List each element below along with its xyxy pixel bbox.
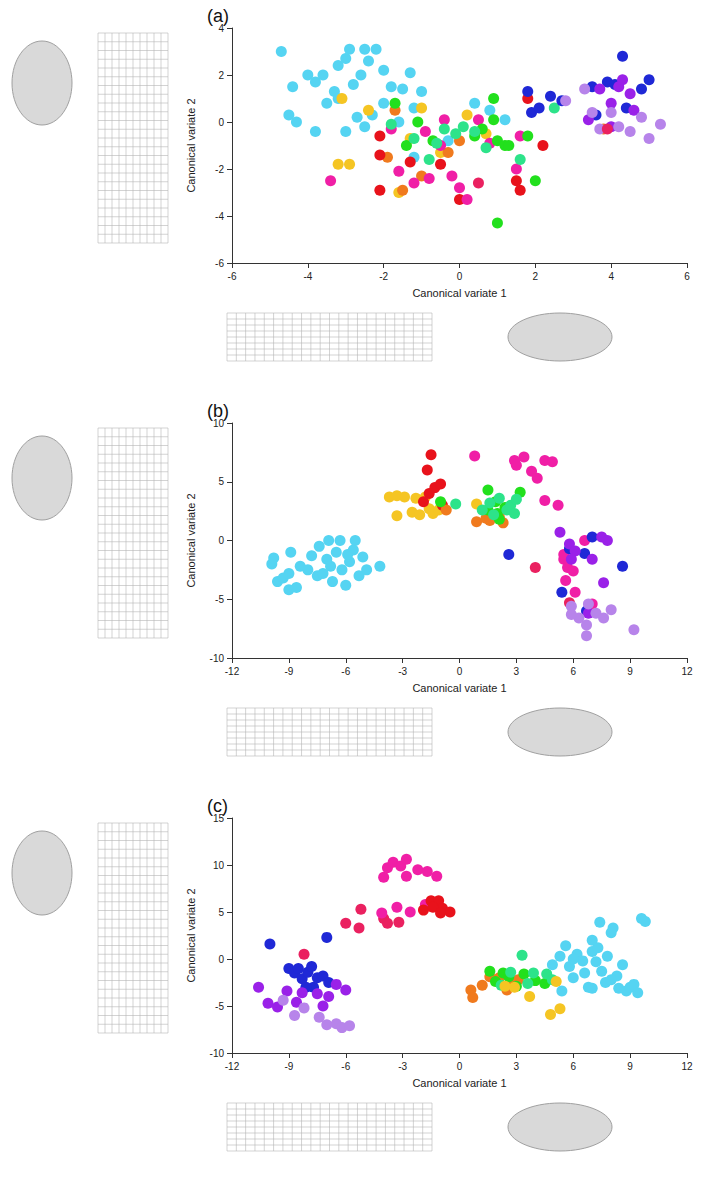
svg-text:Canonical variate 2: Canonical variate 2 bbox=[185, 493, 197, 587]
svg-text:10: 10 bbox=[212, 417, 224, 429]
svg-text:9: 9 bbox=[627, 1061, 633, 1072]
svg-text:2: 2 bbox=[218, 70, 224, 81]
svg-text:15: 15 bbox=[212, 812, 224, 824]
svg-text:0: 0 bbox=[457, 271, 463, 282]
svg-text:-9: -9 bbox=[284, 666, 293, 677]
svg-text:(a): (a) bbox=[207, 6, 229, 26]
svg-text:(c): (c) bbox=[207, 796, 228, 816]
svg-text:-2: -2 bbox=[379, 271, 388, 282]
svg-text:Canonical variate 1: Canonical variate 1 bbox=[412, 287, 506, 299]
svg-text:-12: -12 bbox=[225, 1061, 240, 1072]
svg-text:6: 6 bbox=[570, 1061, 576, 1072]
svg-text:-10: -10 bbox=[210, 1048, 225, 1059]
svg-text:12: 12 bbox=[681, 1061, 693, 1072]
svg-text:0: 0 bbox=[457, 666, 463, 677]
svg-text:2: 2 bbox=[533, 271, 539, 282]
svg-text:-4: -4 bbox=[303, 271, 312, 282]
svg-text:Canonical variate 2: Canonical variate 2 bbox=[185, 98, 197, 192]
svg-text:0: 0 bbox=[218, 954, 224, 965]
svg-text:-4: -4 bbox=[215, 211, 224, 222]
svg-text:-6: -6 bbox=[215, 258, 224, 269]
svg-text:4: 4 bbox=[218, 22, 224, 34]
svg-text:-2: -2 bbox=[215, 164, 224, 175]
svg-text:-6: -6 bbox=[341, 666, 350, 677]
svg-text:9: 9 bbox=[627, 666, 633, 677]
svg-text:0: 0 bbox=[218, 117, 224, 128]
svg-text:6: 6 bbox=[684, 271, 690, 282]
svg-text:-3: -3 bbox=[398, 1061, 407, 1072]
svg-text:6: 6 bbox=[570, 666, 576, 677]
svg-text:10: 10 bbox=[213, 860, 225, 871]
svg-text:12: 12 bbox=[681, 666, 693, 677]
svg-text:-3: -3 bbox=[398, 666, 407, 677]
svg-text:5: 5 bbox=[218, 907, 224, 918]
svg-text:Canonical variate 1: Canonical variate 1 bbox=[412, 1077, 506, 1089]
svg-text:(b): (b) bbox=[207, 401, 229, 421]
svg-text:-6: -6 bbox=[341, 1061, 350, 1072]
svg-text:Canonical variate 2: Canonical variate 2 bbox=[185, 888, 197, 982]
svg-text:Canonical variate 1: Canonical variate 1 bbox=[412, 682, 506, 694]
svg-text:0: 0 bbox=[457, 1061, 463, 1072]
svg-text:-10: -10 bbox=[210, 653, 225, 664]
svg-text:0: 0 bbox=[218, 535, 224, 546]
svg-text:-5: -5 bbox=[215, 1001, 224, 1012]
svg-text:4: 4 bbox=[608, 271, 614, 282]
svg-text:5: 5 bbox=[218, 476, 224, 487]
svg-text:-5: -5 bbox=[215, 594, 224, 605]
svg-text:-9: -9 bbox=[284, 1061, 293, 1072]
svg-text:3: 3 bbox=[514, 666, 520, 677]
svg-text:-12: -12 bbox=[225, 666, 240, 677]
svg-text:3: 3 bbox=[514, 1061, 520, 1072]
svg-text:-6: -6 bbox=[228, 271, 237, 282]
